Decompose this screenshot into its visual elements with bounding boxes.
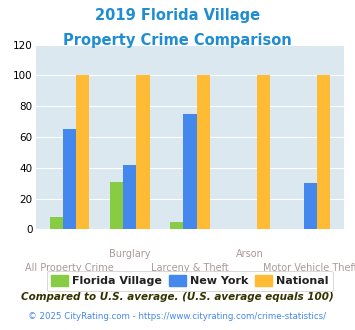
Bar bbox=[63, 129, 76, 229]
Legend: Florida Village, New York, National: Florida Village, New York, National bbox=[47, 271, 333, 291]
Bar bbox=[317, 75, 330, 229]
Text: All Property Crime: All Property Crime bbox=[25, 263, 114, 273]
Text: Property Crime Comparison: Property Crime Comparison bbox=[63, 33, 292, 48]
Bar bbox=[197, 75, 210, 229]
Text: © 2025 CityRating.com - https://www.cityrating.com/crime-statistics/: © 2025 CityRating.com - https://www.city… bbox=[28, 312, 327, 321]
Bar bbox=[123, 165, 136, 229]
Bar bbox=[183, 114, 197, 229]
Text: Motor Vehicle Theft: Motor Vehicle Theft bbox=[263, 263, 355, 273]
Bar bbox=[170, 222, 183, 229]
Bar bbox=[136, 75, 149, 229]
Text: Compared to U.S. average. (U.S. average equals 100): Compared to U.S. average. (U.S. average … bbox=[21, 292, 334, 302]
Bar bbox=[50, 217, 63, 229]
Bar bbox=[76, 75, 89, 229]
Text: 2019 Florida Village: 2019 Florida Village bbox=[95, 8, 260, 23]
Text: Larceny & Theft: Larceny & Theft bbox=[151, 263, 229, 273]
Bar bbox=[257, 75, 270, 229]
Text: Burglary: Burglary bbox=[109, 249, 151, 259]
Bar bbox=[110, 182, 123, 229]
Bar bbox=[304, 183, 317, 229]
Text: Arson: Arson bbox=[236, 249, 264, 259]
